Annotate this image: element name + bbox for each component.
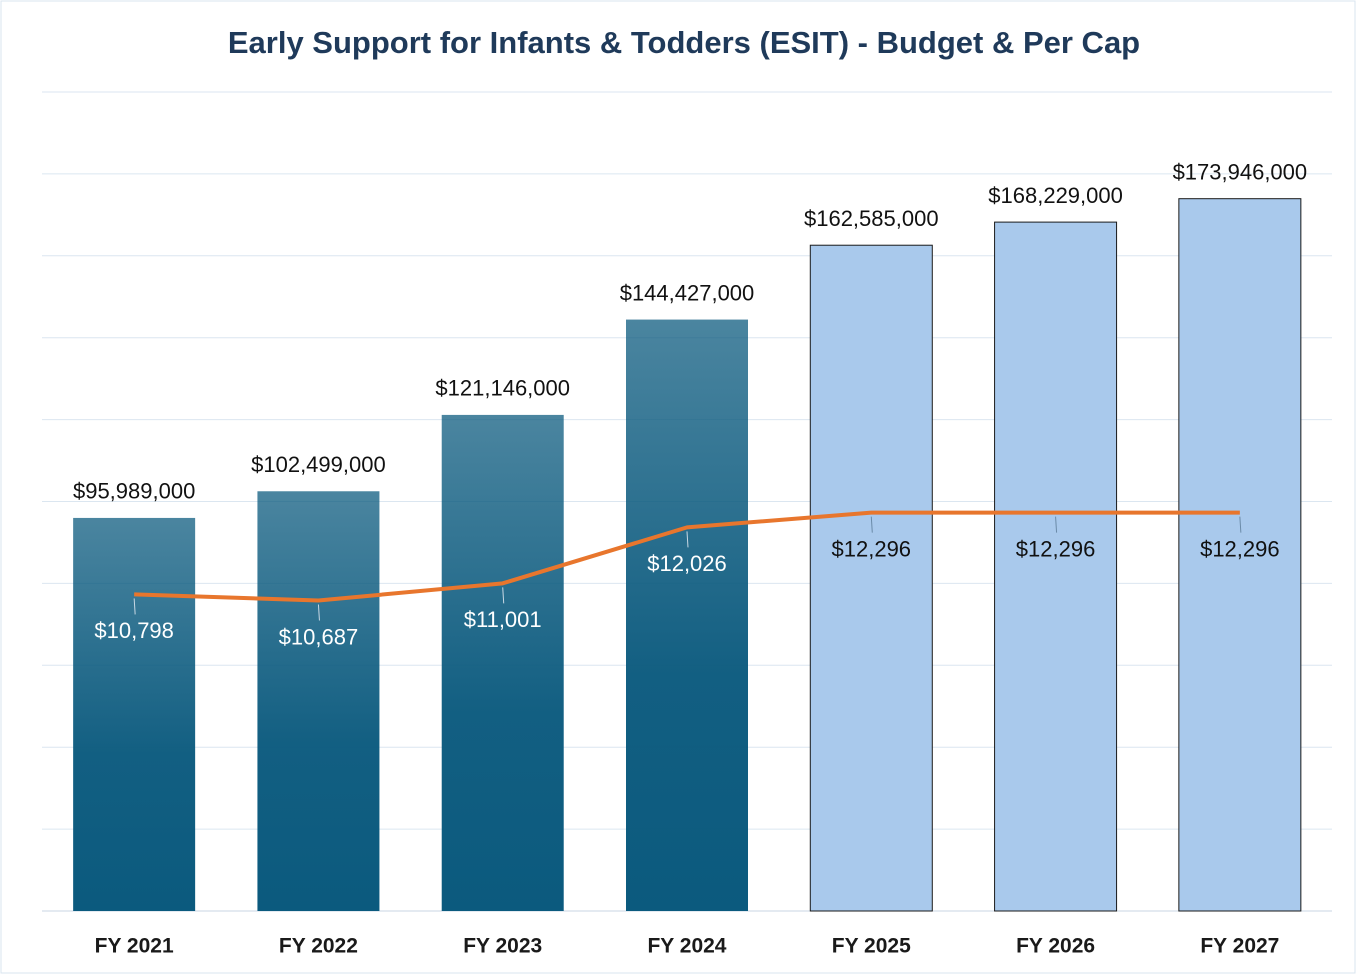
bar — [441, 414, 564, 911]
bar — [809, 244, 933, 912]
line-value-label: $10,798 — [94, 618, 174, 643]
bar — [1178, 198, 1302, 912]
leader-line — [133, 598, 136, 615]
x-tick-label: FY 2023 — [463, 935, 542, 958]
line-value-label: $10,687 — [279, 624, 359, 649]
leader-line — [502, 587, 505, 604]
line-value-label: $12,296 — [832, 536, 912, 561]
x-tick-label: FY 2026 — [1016, 935, 1095, 958]
leader-line — [686, 531, 689, 548]
bar-value-label: $95,989,000 — [73, 479, 195, 504]
x-tick-label: FY 2021 — [95, 935, 174, 958]
bar-value-label: $173,946,000 — [1173, 160, 1308, 185]
line — [134, 510, 1240, 603]
bar-value-label: $168,229,000 — [988, 183, 1123, 208]
bar-value-label: $144,427,000 — [620, 280, 755, 305]
line-value-label: $11,001 — [464, 607, 542, 632]
line-value-label: $12,026 — [647, 551, 727, 576]
x-tick-label: FY 2025 — [832, 935, 911, 958]
line-value-label: $12,296 — [1200, 536, 1280, 561]
leader-line — [1055, 516, 1058, 533]
leader-line — [870, 516, 873, 533]
bar — [994, 221, 1118, 912]
bar-value-label: $121,146,000 — [435, 376, 570, 401]
x-tick-label: FY 2024 — [647, 935, 726, 958]
bar — [626, 319, 748, 912]
bar-value-label: $102,499,000 — [251, 452, 386, 477]
chart-title: Early Support for Infants & Todders (ESI… — [228, 25, 1140, 60]
leader-line — [317, 604, 320, 621]
line-value-label: $12,296 — [1016, 536, 1096, 561]
x-tick-label: FY 2022 — [279, 935, 358, 958]
bar-value-label: $162,585,000 — [804, 206, 939, 231]
bar — [73, 517, 196, 911]
x-tick-label: FY 2027 — [1200, 935, 1279, 958]
bar — [257, 491, 380, 911]
leader-line — [1239, 516, 1242, 533]
